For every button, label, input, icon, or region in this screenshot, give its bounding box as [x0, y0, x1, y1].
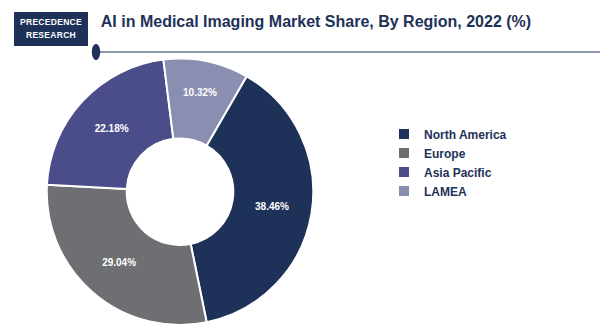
svg-text:North America: North America	[424, 128, 507, 142]
svg-text:Asia Pacific: Asia Pacific	[424, 166, 492, 180]
svg-text:22.18%: 22.18%	[95, 123, 129, 134]
html-text:PRECEDENCE: PRECEDENCE	[20, 17, 82, 27]
html-text:RESEARCH: RESEARCH	[25, 30, 76, 40]
svg-text:LAMEA: LAMEA	[424, 185, 467, 199]
svg-text:10.32%: 10.32%	[183, 87, 217, 98]
svg-text:38.46%: 38.46%	[255, 201, 289, 212]
svg-text:Europe: Europe	[424, 147, 466, 161]
svg-text:AI in Medical Imaging Market S: AI in Medical Imaging Market Share, By R…	[101, 13, 531, 30]
svg-text:29.04%: 29.04%	[102, 257, 136, 268]
